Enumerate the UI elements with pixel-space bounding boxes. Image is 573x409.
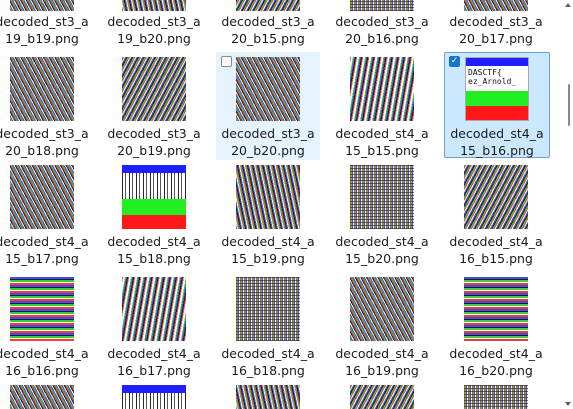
- flag-text: DASCTF{ez_Arnold_: [468, 67, 517, 86]
- file-item[interactable]: decoded_st4_a 16_b15.png: [444, 160, 548, 268]
- scroll-down-arrow-icon[interactable]: [565, 402, 571, 406]
- file-name: decoded_st3_a 20_b20.png: [221, 126, 315, 158]
- selected-checkbox[interactable]: ✓: [449, 56, 460, 67]
- file-name: decoded_st4_a 16_b17.png: [107, 346, 201, 378]
- file-name: decoded_st4_a 15_b20.png: [335, 234, 429, 266]
- file-name: decoded_st4_a 15_b17.png: [0, 234, 89, 266]
- file-item[interactable]: decoded_st4_a 16_b17.png: [102, 272, 206, 380]
- file-name: decoded_st3_a 20_b17.png: [449, 14, 543, 46]
- file-name: decoded_st4_a 16_b16.png: [0, 346, 89, 378]
- file-item[interactable]: decoded_st4_a 16_b20.png: [444, 272, 548, 380]
- select-checkbox[interactable]: [221, 56, 232, 67]
- file-item[interactable]: decoded_st4_a 16_b16.png: [0, 272, 94, 380]
- file-item[interactable]: [330, 380, 434, 409]
- file-name: decoded_st3_a 20_b18.png: [0, 126, 89, 158]
- file-item[interactable]: decoded_st3_a 19_b20.png: [102, 0, 206, 49]
- image-thumbnail: [10, 277, 74, 341]
- file-item[interactable]: [444, 380, 548, 409]
- file-item[interactable]: decoded_st3_a 20_b18.png: [0, 52, 94, 160]
- file-item[interactable]: [216, 380, 320, 409]
- image-thumbnail: [464, 165, 528, 229]
- file-name: decoded_st4_a 15_b15.png: [335, 126, 429, 158]
- image-thumbnail: [350, 165, 414, 229]
- file-item[interactable]: decoded_st3_a 20_b17.png: [444, 0, 548, 49]
- file-item[interactable]: decoded_st3_a 20_b15.png: [216, 0, 320, 49]
- image-thumbnail: [350, 385, 414, 409]
- image-thumbnail: [350, 57, 414, 121]
- file-item[interactable]: decoded_st4_a 15_b19.png: [216, 160, 320, 268]
- file-name: decoded_st4_a 15_b16.png: [450, 126, 544, 158]
- image-thumbnail: [236, 165, 300, 229]
- image-thumbnail: [10, 0, 74, 11]
- scrollbar-thumb[interactable]: [568, 84, 570, 126]
- image-thumbnail: [464, 277, 528, 341]
- image-thumbnail: [236, 57, 300, 121]
- image-thumbnail: [236, 385, 300, 409]
- file-item[interactable]: decoded_st3_a 20_b16.png: [330, 0, 434, 49]
- image-thumbnail: [236, 0, 300, 11]
- image-thumbnail: [10, 385, 74, 409]
- image-thumbnail: [122, 165, 186, 229]
- image-thumbnail: [350, 277, 414, 341]
- image-thumbnail: [236, 277, 300, 341]
- file-name: decoded_st4_a 15_b18.png: [107, 234, 201, 266]
- file-name: decoded_st4_a 16_b18.png: [221, 346, 315, 378]
- file-name: decoded_st4_a 16_b20.png: [449, 346, 543, 378]
- file-item[interactable]: decoded_st4_a 16_b18.png: [216, 272, 320, 380]
- file-item[interactable]: decoded_st4_a 15_b18.png: [102, 160, 206, 268]
- image-thumbnail: [122, 57, 186, 121]
- image-thumbnail: [350, 0, 414, 11]
- file-name: decoded_st3_a 19_b20.png: [107, 14, 201, 46]
- file-item-selected[interactable]: ✓ DASCTF{ez_Arnold_ decoded_st4_a 15_b16.…: [444, 52, 550, 158]
- image-thumbnail: [122, 277, 186, 341]
- file-item[interactable]: decoded_st4_a 16_b19.png: [330, 272, 434, 380]
- file-name: decoded_st4_a 16_b19.png: [335, 346, 429, 378]
- file-name: decoded_st3_a 20_b19.png: [107, 126, 201, 158]
- image-thumbnail: [10, 57, 74, 121]
- file-item[interactable]: decoded_st3_a 20_b19.png: [102, 52, 206, 160]
- image-thumbnail: [464, 0, 528, 11]
- file-name: decoded_st4_a 16_b15.png: [449, 234, 543, 266]
- file-name: decoded_st3_a 20_b15.png: [221, 14, 315, 46]
- vertical-scrollbar[interactable]: [563, 0, 573, 409]
- file-item[interactable]: [0, 380, 94, 409]
- file-name: decoded_st4_a 15_b19.png: [221, 234, 315, 266]
- file-item[interactable]: decoded_st3_a 19_b19.png: [0, 0, 94, 49]
- file-item[interactable]: decoded_st4_a 15_b17.png: [0, 160, 94, 268]
- file-name: decoded_st3_a 20_b16.png: [335, 14, 429, 46]
- flag-image-thumbnail: DASCTF{ez_Arnold_: [465, 57, 529, 121]
- image-thumbnail: [10, 165, 74, 229]
- image-thumbnail: [122, 385, 186, 409]
- file-item[interactable]: decoded_st4_a 15_b20.png: [330, 160, 434, 268]
- file-item[interactable]: decoded_st4_a 15_b15.png: [330, 52, 434, 160]
- image-thumbnail: [464, 385, 528, 409]
- file-name: decoded_st3_a 19_b19.png: [0, 14, 89, 46]
- image-thumbnail: [122, 0, 186, 11]
- file-item[interactable]: [102, 380, 206, 409]
- file-item-hovered[interactable]: decoded_st3_a 20_b20.png: [216, 52, 320, 160]
- scroll-up-arrow-icon[interactable]: [565, 3, 571, 7]
